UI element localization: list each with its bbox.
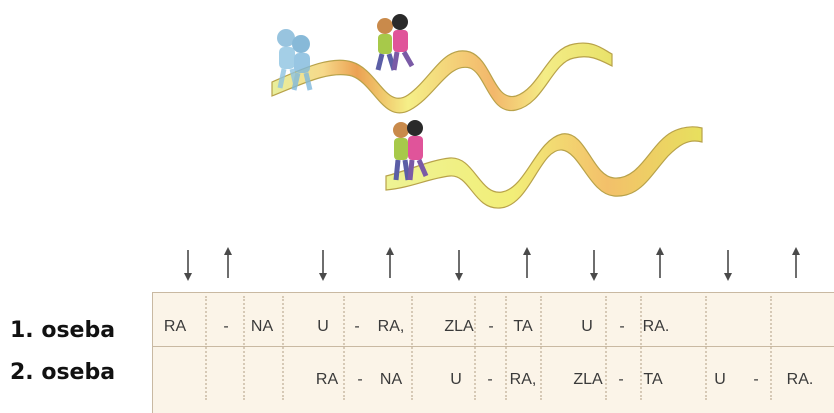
r1-cell-2: -	[223, 318, 229, 335]
column-divider	[411, 296, 413, 400]
r2-cell-4: U	[450, 371, 462, 388]
r2-cell-11: -	[753, 371, 759, 388]
column-divider	[343, 296, 345, 400]
arrow-down-icon	[319, 250, 327, 281]
arrow-up-icon	[386, 247, 394, 278]
column-divider	[205, 296, 207, 400]
r1-cell-11: -	[619, 318, 625, 335]
r2-cell-10: U	[714, 371, 726, 388]
arrow-down-icon	[455, 250, 463, 281]
r2-cell-9: TA	[643, 371, 663, 388]
r2-cell-1: RA	[315, 371, 339, 388]
row-label-1: 1. oseba	[10, 318, 116, 343]
column-divider	[605, 296, 607, 400]
children-bottom	[393, 120, 429, 181]
arrow-down-icon	[590, 250, 598, 281]
r1-cell-10: U	[581, 318, 593, 335]
syllable-table	[152, 292, 834, 413]
r2-cell-12: RA.	[786, 371, 814, 388]
r1-cell-4: U	[317, 318, 329, 335]
arrow-up-icon	[656, 247, 664, 278]
column-divider	[243, 296, 245, 400]
r1-cell-6: RA,	[377, 318, 405, 335]
r2-cell-6: RA,	[509, 371, 537, 388]
arrow-down-icon	[184, 250, 192, 281]
illustration	[271, 14, 703, 209]
column-divider	[540, 296, 542, 400]
r2-cell-3: NA	[379, 371, 403, 388]
column-divider	[640, 296, 642, 400]
column-divider	[282, 296, 284, 400]
r2-cell-2: -	[357, 371, 363, 388]
ghost-figures	[277, 29, 313, 91]
r1-cell-1: RA	[163, 318, 187, 335]
arrow-up-icon	[792, 247, 800, 278]
arrow-up-icon	[224, 247, 232, 278]
column-divider	[705, 296, 707, 400]
wavy-path-bottom	[385, 126, 703, 209]
r2-cell-5: -	[487, 371, 493, 388]
column-divider	[474, 296, 476, 400]
r2-cell-7: ZLA	[573, 371, 603, 388]
column-divider	[505, 296, 507, 400]
column-divider	[770, 296, 772, 400]
row-divider	[152, 346, 834, 347]
r1-cell-7: ZLA	[444, 318, 474, 335]
r1-cell-8: -	[488, 318, 494, 335]
r1-cell-9: TA	[513, 318, 533, 335]
wavy-path-top	[271, 42, 613, 114]
arrow-up-icon	[523, 247, 531, 278]
r1-cell-12: RA.	[642, 318, 670, 335]
r2-cell-8: -	[618, 371, 624, 388]
row-label-2: 2. oseba	[10, 360, 116, 385]
r1-cell-3: NA	[250, 318, 274, 335]
r1-cell-5: -	[354, 318, 360, 335]
children-top	[375, 14, 415, 71]
arrow-down-icon	[724, 250, 732, 281]
